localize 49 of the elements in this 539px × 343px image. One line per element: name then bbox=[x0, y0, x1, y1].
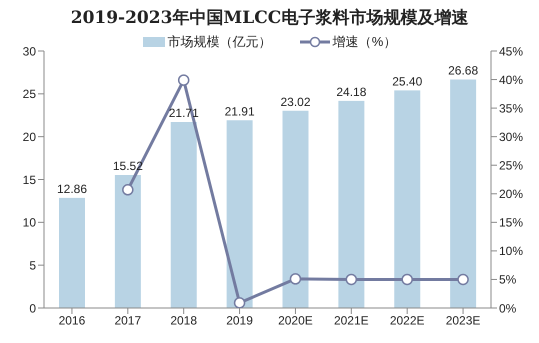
data-label: 21.91 bbox=[224, 104, 255, 118]
bar bbox=[394, 90, 420, 308]
point bbox=[122, 184, 134, 196]
bar bbox=[226, 120, 253, 308]
point bbox=[178, 74, 190, 86]
x-tick-label: 2018 bbox=[170, 314, 198, 328]
y-tick-label: 30 bbox=[22, 44, 36, 58]
y2-tick-label: 10% bbox=[499, 244, 524, 258]
y2-tick-label: 40% bbox=[499, 72, 524, 87]
bar bbox=[338, 100, 364, 308]
y-tick-label: 25 bbox=[22, 87, 36, 102]
y-tick-label: 15 bbox=[22, 172, 36, 187]
point bbox=[234, 297, 246, 308]
y-tick-label: 5 bbox=[29, 258, 36, 272]
chart-title: 2019-2023年中国MLCC电子浆料市场规模及增速 bbox=[70, 7, 470, 29]
point bbox=[290, 273, 302, 285]
y2-tick-label: 45% bbox=[499, 44, 524, 58]
point bbox=[457, 274, 469, 286]
bar bbox=[59, 198, 85, 308]
legend-label: 增速（%） bbox=[332, 33, 396, 51]
y2-tick-label: 25% bbox=[499, 158, 524, 172]
y2-tick-label: 15% bbox=[499, 216, 524, 230]
data-label: 24.18 bbox=[336, 84, 367, 99]
y-tick-label: 20 bbox=[22, 130, 36, 144]
x-tick-label: 2021E bbox=[334, 314, 369, 328]
x-tick-label: 2023E bbox=[446, 314, 480, 328]
bar bbox=[114, 175, 141, 308]
point bbox=[346, 274, 358, 286]
x-tick-label: 2016 bbox=[58, 314, 86, 328]
y2-tick-label: 35% bbox=[499, 101, 524, 116]
data-label: 12.86 bbox=[56, 182, 88, 196]
y2-tick-label: 5% bbox=[499, 272, 517, 287]
data-label: 23.02 bbox=[280, 94, 311, 109]
x-tick-label: 2022E bbox=[390, 314, 425, 328]
data-label: 25.40 bbox=[392, 74, 423, 88]
y2-tick-label: 0% bbox=[499, 301, 517, 316]
bar bbox=[170, 122, 197, 308]
y-tick-label: 10 bbox=[22, 216, 36, 230]
bar bbox=[282, 110, 308, 308]
legend-label: 市场规模（亿元） bbox=[166, 33, 272, 51]
point bbox=[401, 274, 413, 286]
x-tick-label: 2019 bbox=[226, 314, 254, 328]
x-tick-label: 2020E bbox=[278, 314, 313, 328]
data-label: 26.68 bbox=[448, 63, 478, 78]
y-tick-label: 0 bbox=[29, 301, 36, 316]
bar bbox=[450, 79, 476, 308]
y2-tick-label: 20% bbox=[499, 187, 524, 202]
y2-tick-label: 30% bbox=[499, 130, 524, 144]
x-tick-label: 2017 bbox=[114, 314, 142, 328]
